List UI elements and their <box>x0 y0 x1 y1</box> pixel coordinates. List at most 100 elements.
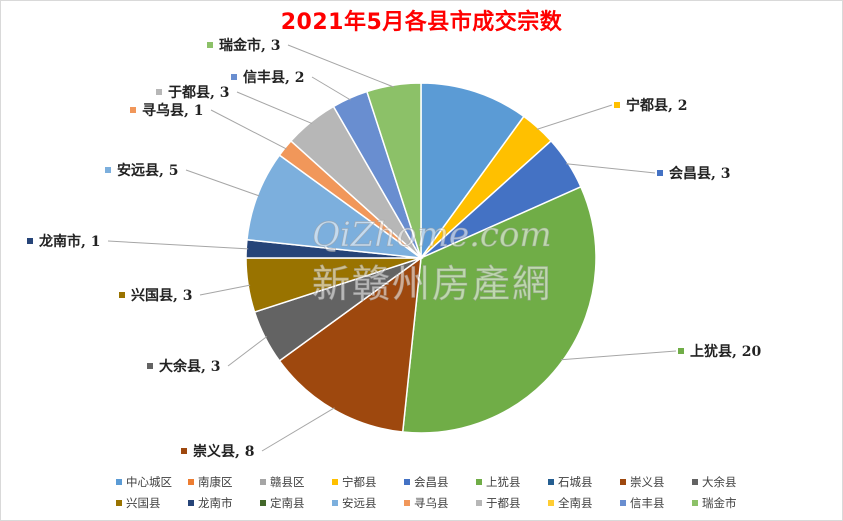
watermark: QiZhome.com 新赣州房產網 <box>312 215 552 307</box>
label-marker-5 <box>678 348 684 354</box>
legend-label-9: 兴国县 <box>126 496 161 510</box>
pie-slices <box>245 82 597 434</box>
label-marker-14 <box>156 89 162 95</box>
data-label-10: 龙南市, 1 <box>38 233 101 250</box>
data-label-9: 兴国县, 3 <box>131 287 193 304</box>
legend-label-4: 会昌县 <box>414 475 449 489</box>
legend-item-6: 石城县 <box>548 475 593 489</box>
legend-item-3: 宁都县 <box>332 475 377 489</box>
legend-label-2: 赣县区 <box>270 475 305 489</box>
legend-label-5: 上犹县 <box>486 475 521 489</box>
data-label-16: 信丰县, 2 <box>243 69 305 86</box>
label-marker-10 <box>27 238 33 244</box>
legend-item-16: 信丰县 <box>620 496 665 510</box>
legend-label-1: 南康区 <box>198 475 233 489</box>
leader-line-5 <box>560 350 677 361</box>
leader-line-4 <box>566 163 656 174</box>
legend-item-10: 龙南市 <box>188 496 233 510</box>
label-marker-9 <box>119 292 125 298</box>
data-label-8: 大余县, 3 <box>159 358 221 375</box>
legend-swatch-3 <box>332 479 338 485</box>
legend-item-8: 大余县 <box>692 475 737 489</box>
legend-label-0: 中心城区 <box>126 475 172 489</box>
legend-swatch-14 <box>476 500 482 506</box>
legend-item-2: 赣县区 <box>260 475 305 489</box>
legend-item-15: 全南县 <box>548 496 593 510</box>
pie-slice-17 <box>365 82 422 259</box>
legend-item-11: 定南县 <box>260 496 305 510</box>
legend-swatch-15 <box>548 500 554 506</box>
legend-swatch-11 <box>260 500 266 506</box>
data-label-3: 宁都县, 2 <box>626 97 688 114</box>
legend-swatch-9 <box>116 500 122 506</box>
legend-label-3: 宁都县 <box>342 475 377 489</box>
data-label-5: 上犹县, 20 <box>690 344 761 360</box>
legend-item-17: 瑞金市 <box>692 496 737 510</box>
leader-line-9 <box>199 284 251 296</box>
label-marker-4 <box>657 170 663 176</box>
pie-slice-0 <box>420 82 525 261</box>
legend-swatch-5 <box>476 479 482 485</box>
leader-line-17 <box>287 44 395 88</box>
legend-label-7: 崇义县 <box>630 475 665 489</box>
legend-item-12: 安远县 <box>332 496 377 510</box>
leader-line-3 <box>536 104 613 130</box>
label-marker-3 <box>614 102 620 108</box>
leader-line-13 <box>210 109 287 150</box>
legend-swatch-6 <box>548 479 554 485</box>
label-marker-13 <box>130 107 136 113</box>
legend-label-10: 龙南市 <box>198 496 233 510</box>
legend-label-11: 定南县 <box>270 496 305 510</box>
legend-swatch-1 <box>188 479 194 485</box>
legend-swatch-2 <box>260 479 266 485</box>
legend-label-15: 全南县 <box>558 496 593 510</box>
legend-item-5: 上犹县 <box>476 475 521 489</box>
pie-slice-7 <box>278 256 422 433</box>
legend-swatch-10 <box>188 500 194 506</box>
legend-item-14: 于都县 <box>476 496 521 510</box>
legend-swatch-4 <box>404 479 410 485</box>
legend-item-7: 崇义县 <box>620 475 665 489</box>
legend-item-4: 会昌县 <box>404 475 449 489</box>
legend-label-13: 寻乌县 <box>414 496 449 510</box>
legend-item-13: 寻乌县 <box>404 496 449 510</box>
legend-swatch-16 <box>620 500 626 506</box>
data-labels: 宁都县, 2 会昌县, 3 上犹县, 20 崇义县, 8 大余县, 3 兴国县, 3 龙南市… <box>27 37 761 460</box>
legend-swatch-12 <box>332 500 338 506</box>
legend-swatch-8 <box>692 479 698 485</box>
legend-item-0: 中心城区 <box>116 475 172 489</box>
legend-item-9: 兴国县 <box>116 496 161 510</box>
leader-line-14 <box>236 91 313 125</box>
legend-label-17: 瑞金市 <box>702 496 737 510</box>
watermark-line2: 新赣州房產網 <box>312 262 552 306</box>
data-label-17: 瑞金市, 3 <box>219 37 281 54</box>
watermark-line1: QiZhome.com <box>312 215 552 255</box>
leader-line-7 <box>261 407 335 452</box>
label-marker-12 <box>105 167 111 173</box>
leader-line-12 <box>185 169 260 197</box>
legend-swatch-7 <box>620 479 626 485</box>
label-marker-8 <box>147 363 153 369</box>
leader-line-8 <box>227 336 268 367</box>
legend-label-16: 信丰县 <box>630 496 665 510</box>
legend-swatch-17 <box>692 500 698 506</box>
pie-slice-5 <box>401 185 597 434</box>
legend-label-14: 于都县 <box>486 496 521 510</box>
label-marker-17 <box>207 42 213 48</box>
legend-label-12: 安远县 <box>342 496 377 510</box>
data-label-12: 安远县, 5 <box>117 162 179 179</box>
data-label-13: 寻乌县, 1 <box>142 102 204 119</box>
chart-title: 2021年5月各县市成交宗数 <box>280 10 563 35</box>
legend-swatch-0 <box>116 479 122 485</box>
data-label-7: 崇义县, 8 <box>193 443 255 460</box>
legend-item-1: 南康区 <box>188 475 233 489</box>
legend-label-6: 石城县 <box>558 475 593 489</box>
data-label-4: 会昌县, 3 <box>669 165 731 182</box>
legend-swatch-13 <box>404 500 410 506</box>
label-marker-7 <box>181 448 187 454</box>
leader-line-16 <box>311 76 351 101</box>
data-label-14: 于都县, 3 <box>168 85 230 101</box>
leader-line-10 <box>107 240 249 250</box>
